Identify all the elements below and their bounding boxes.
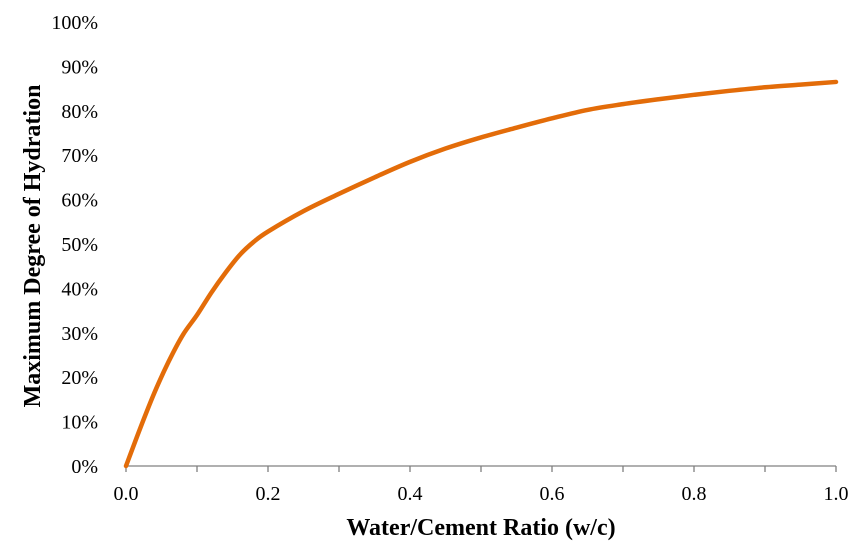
- y-tick-label: 40%: [61, 278, 98, 300]
- y-axis-title: Maximum Degree of Hydration: [20, 85, 46, 408]
- x-tick-label: 1.0: [824, 483, 849, 505]
- x-tick-labels: 0.0 0.2 0.4 0.6 0.8 1.0: [114, 483, 849, 505]
- y-tick-label: 10%: [61, 412, 98, 434]
- y-tick-label: 0%: [71, 456, 98, 478]
- series-line: [123, 79, 839, 469]
- y-tick-label: 60%: [61, 190, 98, 212]
- x-tick-label: 0.6: [540, 483, 565, 505]
- y-tick-label: 80%: [61, 101, 98, 123]
- x-tick-label: 0.2: [256, 483, 281, 505]
- x-tick-label: 0.4: [398, 483, 423, 505]
- y-tick-label: 20%: [61, 367, 98, 389]
- x-tick-marks: [125, 466, 837, 472]
- y-tick-label: 70%: [61, 145, 98, 167]
- x-tick-label: 0.8: [682, 483, 707, 505]
- y-tick-label: 90%: [61, 56, 98, 78]
- y-tick-label: 50%: [61, 234, 98, 256]
- x-axis-title: Water/Cement Ratio (w/c): [346, 515, 615, 541]
- series-group: [123, 79, 839, 469]
- x-tick-label: 0.0: [114, 483, 139, 505]
- y-tick-label: 100%: [51, 12, 98, 34]
- y-tick-labels: 0% 10% 20% 30% 40% 50% 60% 70% 80% 90% 100%: [51, 12, 98, 478]
- y-tick-label: 30%: [61, 323, 98, 345]
